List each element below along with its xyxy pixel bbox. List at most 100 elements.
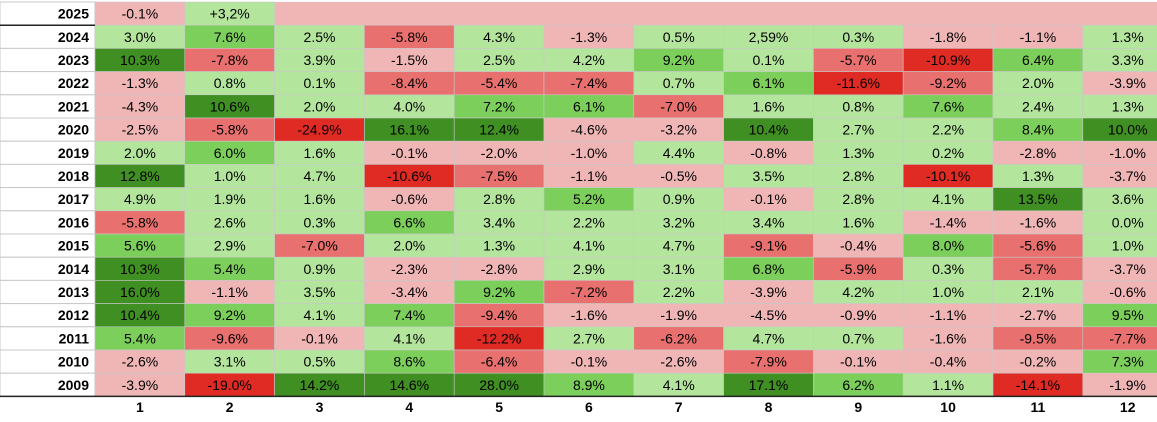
cell-value-label: -7.7% [1109, 330, 1146, 346]
cell-value-label: 2.9% [573, 261, 605, 277]
cell-value-label: 3.4% [753, 214, 785, 230]
cell-value-label: -1.0% [571, 145, 608, 161]
cell-value-label: 4.1% [663, 377, 695, 393]
cell-value-label: 6.4% [1022, 52, 1054, 68]
cell-value-label: 2.0% [304, 98, 336, 114]
cell-value-label: 0.7% [842, 330, 874, 346]
cell-value-label: -2.6% [660, 354, 697, 370]
cell-value-label: 2.4% [1022, 98, 1054, 114]
cell-value-label: 2.6% [214, 214, 246, 230]
cell-value-label: -9.1% [750, 238, 787, 254]
year-label: 2024 [58, 29, 89, 45]
year-label: 2018 [58, 168, 89, 184]
cell-value-label: 2.5% [304, 29, 336, 45]
cell-value-label: -1.1% [571, 168, 608, 184]
year-label: 2013 [58, 284, 89, 300]
cell-value-label: -24.9% [297, 122, 341, 138]
month-label: 8 [765, 399, 773, 415]
cell-value-label: -3.2% [660, 122, 697, 138]
cell-value-label: 0.3% [304, 214, 336, 230]
cell-value-label: 1.6% [753, 98, 785, 114]
cell-value-label: -0.1% [122, 6, 159, 22]
cell-value-label: 4.1% [393, 330, 425, 346]
cell-value-label: -1.8% [930, 29, 967, 45]
cell-value-label: 0.5% [663, 29, 695, 45]
cell-value-label: 7.6% [932, 98, 964, 114]
cell-value-label: -2.8% [1020, 145, 1057, 161]
cell-value-label: 1.3% [1112, 29, 1144, 45]
cell-value-label: 0.1% [753, 52, 785, 68]
month-label: 5 [495, 399, 503, 415]
cell-value-label: 1.6% [304, 191, 336, 207]
cell-value-label: -1.1% [930, 307, 967, 323]
cell-value-label: -0.5% [660, 168, 697, 184]
cell-value-label: -4.5% [750, 307, 787, 323]
cell-value-label: 4.2% [573, 52, 605, 68]
cell-value-label: 9.2% [483, 284, 515, 300]
cell-value-label: -1.5% [391, 52, 428, 68]
cell-value-label: 10.4% [120, 307, 160, 323]
cell-value-label: 1.6% [304, 145, 336, 161]
cell-value-label: -1.3% [571, 29, 608, 45]
cell-value-label: 0.9% [304, 261, 336, 277]
cell-value-label: 7.2% [483, 98, 515, 114]
cell-value-label: -9.2% [930, 75, 967, 91]
cell-value-label: 1.0% [214, 168, 246, 184]
cell-value-label: 1.1% [932, 377, 964, 393]
cell-value-label: -4.6% [571, 122, 608, 138]
cell-value-label: -2.0% [481, 145, 518, 161]
cell-value-label: 0.5% [304, 354, 336, 370]
month-label: 12 [1120, 399, 1136, 415]
cell-value-label: 1.9% [214, 191, 246, 207]
cell-value-label: 2.2% [663, 284, 695, 300]
cell-value-label: 9.2% [214, 307, 246, 323]
cell-value-label: 8.4% [1022, 122, 1054, 138]
cell-value-label: 1.3% [483, 238, 515, 254]
cell-value-label: -10.6% [387, 168, 431, 184]
cell-value-label: 2,59% [749, 29, 789, 45]
cell-value-label: 6.8% [753, 261, 785, 277]
cell-value-label: -0.1% [750, 191, 787, 207]
year-label: 2010 [58, 354, 89, 370]
cell-value-label: 14.6% [389, 377, 429, 393]
cell-value-label: -10.1% [926, 168, 970, 184]
cell-value-label: -2.6% [122, 354, 159, 370]
cell-value-label: -3.7% [1109, 168, 1146, 184]
cell-value-label: 1.3% [1112, 98, 1144, 114]
cell-value-label: 2.0% [393, 238, 425, 254]
year-label: 2016 [58, 214, 89, 230]
cell-value-label: -0.2% [1020, 354, 1057, 370]
cell-value-label: -9.4% [481, 307, 518, 323]
cell-value-label: -9.5% [1020, 330, 1057, 346]
cell-value-label: 7.6% [214, 29, 246, 45]
year-label: 2011 [59, 330, 90, 346]
cell-value-label: 2.0% [124, 145, 156, 161]
cell-value-label: -1.6% [571, 307, 608, 323]
cell-value-label: -0.4% [930, 354, 967, 370]
cell-value-label: -6.4% [481, 354, 518, 370]
cell-value-label: -7.0% [660, 98, 697, 114]
cell-value-label: -5.7% [1020, 261, 1057, 277]
cell-value-label: 2.2% [932, 122, 964, 138]
cell-value-label: 5.4% [214, 261, 246, 277]
cell-value-label: 4.7% [753, 330, 785, 346]
cell-value-label: 6.1% [753, 75, 785, 91]
cell-value-label: -3.7% [1109, 261, 1146, 277]
month-label: 10 [940, 399, 956, 415]
cell-value-label: -0.4% [840, 238, 877, 254]
cell-value-label: -7.4% [571, 75, 608, 91]
cell-value-label: -1.4% [930, 214, 967, 230]
cell-value-label: 8.6% [393, 354, 425, 370]
year-label: 2020 [58, 122, 89, 138]
cell-value-label: 28.0% [479, 377, 519, 393]
cell-value-label: 0.0% [1112, 214, 1144, 230]
month-label: 1 [136, 399, 144, 415]
month-label: 11 [1030, 399, 1045, 415]
cell-value-label: -1.6% [1020, 214, 1057, 230]
cell-value-label: -5.4% [481, 75, 518, 91]
cell-value-label: -5.6% [1020, 238, 1057, 254]
cell-value-label: 9.5% [1112, 307, 1144, 323]
cell-value-label: 1.3% [842, 145, 874, 161]
cell-value-label: 3.0% [124, 29, 156, 45]
cell-value-label: 3.5% [304, 284, 336, 300]
